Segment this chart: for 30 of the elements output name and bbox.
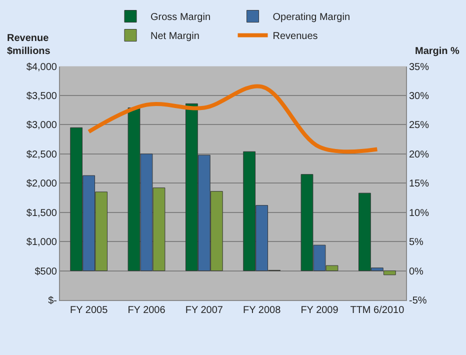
y2-tick-label: 0% xyxy=(409,266,424,278)
y2-tick-label: 20% xyxy=(409,149,430,160)
y-tick-label: $4,000 xyxy=(26,62,58,73)
y-tick-label: $3,000 xyxy=(26,120,58,132)
x-tick-label: FY 2006 xyxy=(128,305,166,316)
y-tick-label: $- xyxy=(48,296,57,307)
y-tick-label: $1,000 xyxy=(26,237,58,248)
legend-label: Revenues xyxy=(272,31,318,42)
y-tick-label: $500 xyxy=(34,266,58,278)
y-tick-label: $1,500 xyxy=(26,208,58,219)
y-tick-label: $3,500 xyxy=(26,90,58,102)
x-tick-label: TTM 6/2010 xyxy=(350,305,405,316)
x-tick-label: FY 2005 xyxy=(70,305,108,316)
y2-tick-label: 35% xyxy=(409,62,430,73)
y2-tick-label: -5% xyxy=(409,296,427,307)
y-tick-label: $2,000 xyxy=(26,178,58,190)
legend-label: Gross Margin xyxy=(150,12,211,24)
y2-tick-label: 5% xyxy=(409,237,424,248)
legend-label: Operating Margin xyxy=(272,12,350,24)
y2-axis-title: Margin % xyxy=(415,46,460,57)
x-tick-label: FY 2008 xyxy=(243,305,282,316)
y2-tick-label: 10% xyxy=(409,208,430,219)
y2-tick-label: 15% xyxy=(409,178,430,190)
legend-label: Net Margin xyxy=(150,31,200,42)
y-tick-label: $2,500 xyxy=(26,149,58,160)
y2-tick-label: 30% xyxy=(409,90,430,102)
y2-tick-label: 25% xyxy=(409,120,430,132)
y-axis-title: Revenue $millions xyxy=(7,33,51,57)
x-tick-label: FY 2007 xyxy=(185,305,224,316)
x-tick-label: FY 2009 xyxy=(300,305,339,316)
